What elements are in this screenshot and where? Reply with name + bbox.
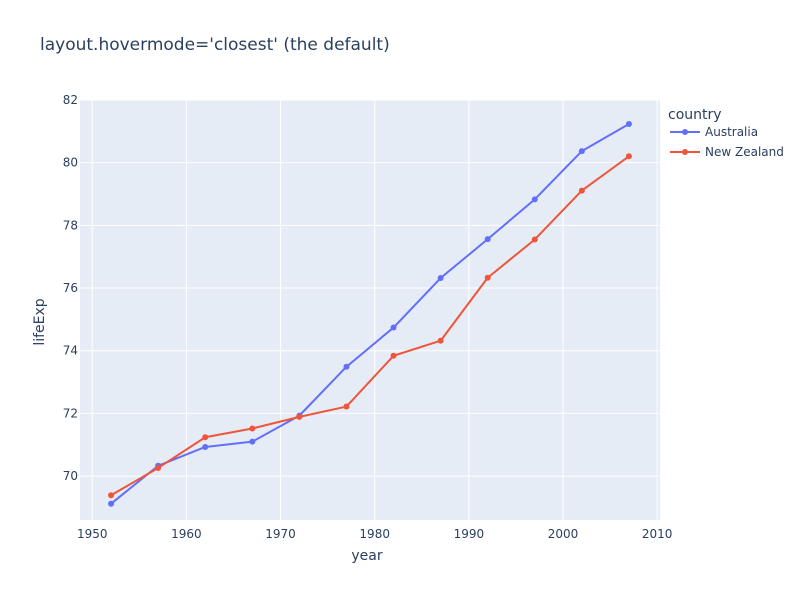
- legend-title: country: [668, 107, 722, 123]
- x-tick-label: 1990: [454, 527, 485, 541]
- data-point: [390, 352, 397, 359]
- legend-label: Australia: [705, 125, 758, 139]
- data-point: [531, 196, 538, 203]
- y-tick-label: 80: [63, 156, 78, 170]
- y-axis-ticks: 70 72 74 76 78 80 82: [63, 93, 78, 483]
- y-tick-label: 82: [63, 93, 78, 107]
- y-tick-label: 72: [63, 406, 78, 420]
- data-point: [625, 153, 632, 160]
- series-new-zealand: [108, 153, 632, 499]
- legend-swatch-marker: [682, 149, 688, 155]
- y-tick-label: 78: [63, 218, 78, 232]
- data-point: [202, 443, 209, 450]
- y-axis-title: lifeExp: [32, 298, 48, 345]
- data-point: [437, 275, 444, 282]
- x-tick-label: 1960: [171, 527, 202, 541]
- data-point: [108, 500, 115, 507]
- x-tick-label: 2000: [548, 527, 579, 541]
- data-point: [484, 236, 491, 243]
- data-point: [531, 236, 538, 243]
- data-point: [578, 148, 585, 155]
- x-tick-label: 1980: [359, 527, 390, 541]
- legend-item-australia: Australia: [670, 125, 758, 139]
- x-tick-label: 1950: [77, 527, 108, 541]
- x-tick-label: 1970: [265, 527, 296, 541]
- y-tick-label: 70: [63, 469, 78, 483]
- series-line: [110, 123, 630, 505]
- chart-title: layout.hovermode='closest' (the default): [40, 35, 390, 55]
- series-australia: [108, 120, 632, 507]
- data-point: [578, 187, 585, 194]
- data-point: [437, 337, 444, 344]
- data-point: [249, 438, 256, 445]
- data-point: [202, 434, 209, 441]
- legend-items: Australia New Zealand: [670, 125, 784, 159]
- x-axis-ticks: 1950 1960 1970 1980 1990 2000 2010: [77, 527, 672, 541]
- x-axis-title: year: [351, 548, 382, 564]
- data-point: [484, 274, 491, 281]
- x-tick-label: 2010: [642, 527, 673, 541]
- legend-label: New Zealand: [705, 145, 784, 159]
- y-tick-label: 76: [63, 281, 78, 295]
- data-point: [155, 464, 162, 471]
- data-point: [625, 120, 632, 127]
- data-point: [249, 425, 256, 432]
- legend-swatch-marker: [682, 129, 688, 135]
- data-point: [296, 413, 303, 420]
- series-line: [110, 155, 630, 497]
- legend-item-new-zealand: New Zealand: [670, 145, 784, 159]
- legend: country Australia New Zealand: [668, 107, 784, 159]
- series-layer: [108, 120, 632, 507]
- data-point: [390, 324, 397, 331]
- data-point: [108, 492, 115, 499]
- data-point: [343, 403, 350, 410]
- y-tick-label: 74: [63, 344, 78, 358]
- data-point: [343, 363, 350, 370]
